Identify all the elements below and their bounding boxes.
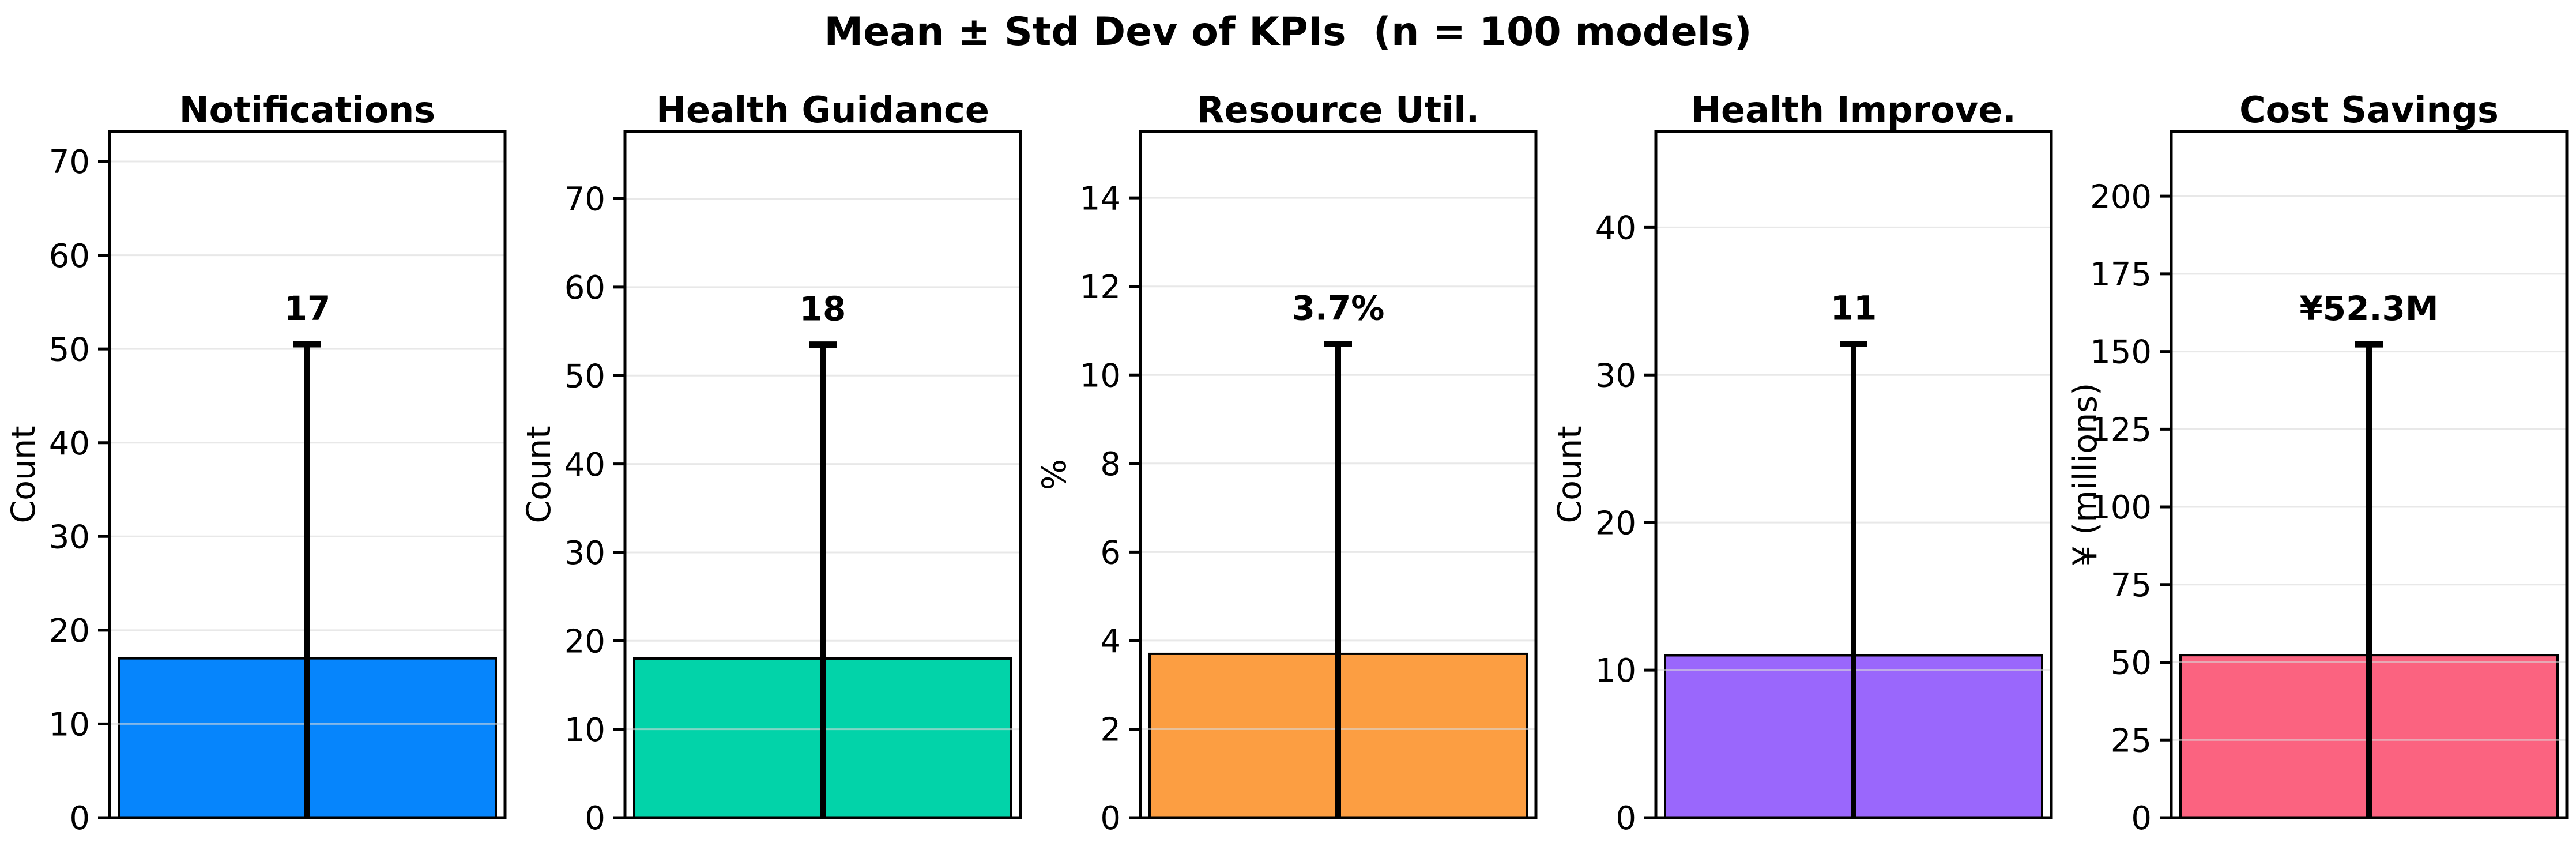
axes-box <box>1139 130 1538 819</box>
subplot-title: Notifications <box>179 89 435 131</box>
axes-box <box>108 130 507 819</box>
y-tick-label: 70 <box>49 144 90 181</box>
y-tick-label: 75 <box>2111 567 2152 604</box>
value-label: 17 <box>284 289 331 328</box>
value-label: 18 <box>800 289 846 329</box>
y-tick-label: 10 <box>1080 357 1121 394</box>
subplot-notifications: Notifications Count 0 10 20 30 40 50 60 70 17 <box>5 89 507 837</box>
subplot-health-improve: Health Improve. Count 0 10 20 30 40 11 <box>1551 89 2053 837</box>
figure-title: Mean ± Std Dev of KPIs (n = 100 models) <box>824 9 1752 55</box>
value-label: 3.7% <box>1292 289 1385 328</box>
y-tick-label: 30 <box>1595 357 1636 394</box>
value-label: ¥52.3M <box>2299 289 2438 328</box>
subplot-title: Cost Savings <box>2239 89 2499 131</box>
y-tick-label: 20 <box>564 623 605 660</box>
y-tick-label: 60 <box>564 269 605 307</box>
y-tick-label: 20 <box>49 612 90 650</box>
y-tick-label: 125 <box>2090 411 2152 449</box>
y-tick-label: 8 <box>1100 446 1121 483</box>
subplot-cost-savings: Cost Savings ¥ (millions) 0 25 50 75 100 125 150… <box>2066 89 2569 837</box>
y-tick-label: 175 <box>2090 256 2152 294</box>
axes-box <box>1654 130 2053 819</box>
y-tick-label: 0 <box>1100 800 1121 837</box>
subplot-title: Health Guidance <box>656 89 989 131</box>
y-tick-label: 14 <box>1080 180 1121 217</box>
y-tick-label: 0 <box>69 800 90 837</box>
y-tick-label: 25 <box>2111 722 2152 759</box>
y-axis-label: Count <box>5 426 43 523</box>
value-label: 11 <box>1831 289 1877 328</box>
y-tick-label: 0 <box>2131 800 2152 837</box>
y-tick-label: 100 <box>2090 489 2152 526</box>
y-tick-label: 200 <box>2090 178 2152 216</box>
y-tick-label: 40 <box>564 446 605 484</box>
subplot-title: Health Improve. <box>1691 89 2016 131</box>
y-tick-label: 0 <box>1615 800 1636 837</box>
y-tick-label: 150 <box>2090 334 2152 371</box>
y-tick-label: 20 <box>1595 505 1636 542</box>
y-tick-label: 70 <box>564 181 605 219</box>
y-tick-label: 4 <box>1100 623 1121 660</box>
y-tick-label: 60 <box>49 238 90 275</box>
y-tick-label: 30 <box>564 535 605 572</box>
y-tick-label: 0 <box>585 800 605 837</box>
y-tick-label: 2 <box>1100 712 1121 749</box>
subplot-title: Resource Util. <box>1197 89 1479 131</box>
y-axis-label: Count <box>1551 426 1589 523</box>
y-axis-label: % <box>1035 459 1074 490</box>
y-tick-label: 50 <box>49 331 90 368</box>
axes-box <box>2170 130 2569 819</box>
y-tick-label: 30 <box>49 518 90 556</box>
y-tick-label: 10 <box>49 706 90 744</box>
y-tick-label: 10 <box>1595 652 1636 690</box>
y-tick-label: 6 <box>1100 535 1121 572</box>
y-tick-label: 50 <box>2111 645 2152 682</box>
subplot-health-guidance: Health Guidance Count 0 10 20 30 40 50 60 70 18 <box>520 89 1022 837</box>
y-axis-label: ¥ (millions) <box>2066 383 2104 566</box>
y-tick-label: 50 <box>564 358 605 395</box>
y-tick-label: 40 <box>1595 210 1636 247</box>
y-tick-label: 12 <box>1080 269 1121 306</box>
y-axis-label: Count <box>520 426 558 523</box>
y-tick-label: 10 <box>564 712 605 749</box>
subplot-resource-util: Resource Util.% 0 2 4 6 8 10 12 14 3.7% <box>1035 89 1538 837</box>
axes-box <box>623 130 1022 819</box>
y-tick-label: 40 <box>49 425 90 462</box>
